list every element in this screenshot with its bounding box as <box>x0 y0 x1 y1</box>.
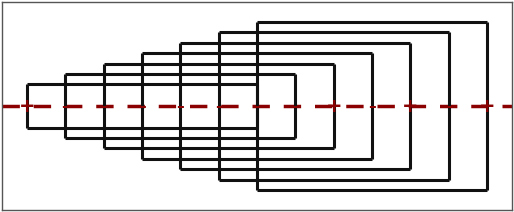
Text: +: + <box>402 96 418 116</box>
Text: +: + <box>19 96 35 116</box>
Text: –: – <box>62 99 69 113</box>
Text: –: – <box>291 99 299 113</box>
Text: –: – <box>215 99 223 113</box>
Text: –: – <box>368 99 376 113</box>
Text: –: – <box>138 99 146 113</box>
Text: –: – <box>445 99 452 113</box>
Text: –: – <box>176 99 184 113</box>
Text: –: – <box>253 99 261 113</box>
Text: +: + <box>479 96 495 116</box>
Text: –: – <box>100 99 107 113</box>
Text: +: + <box>325 96 342 116</box>
